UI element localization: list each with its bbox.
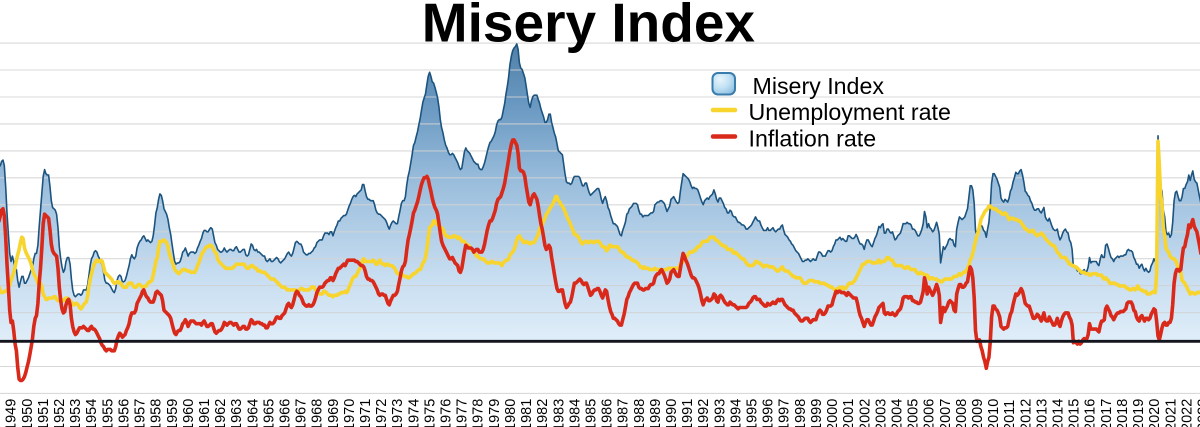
- svg-text:1976: 1976: [439, 399, 455, 427]
- svg-text:Misery Index: Misery Index: [422, 0, 756, 54]
- svg-text:2015: 2015: [1067, 399, 1083, 427]
- svg-text:Unemployment rate: Unemployment rate: [749, 99, 951, 125]
- svg-text:1965: 1965: [261, 399, 277, 427]
- svg-text:1974: 1974: [406, 399, 422, 427]
- svg-text:1999: 1999: [809, 399, 825, 427]
- svg-text:Misery Index: Misery Index: [753, 73, 885, 99]
- svg-text:1980: 1980: [503, 399, 519, 427]
- svg-text:2016: 2016: [1083, 399, 1099, 427]
- svg-text:1961: 1961: [197, 399, 213, 427]
- svg-text:1981: 1981: [519, 399, 535, 427]
- svg-text:1949: 1949: [4, 399, 20, 427]
- svg-text:1967: 1967: [294, 399, 310, 427]
- svg-text:2017: 2017: [1099, 399, 1115, 427]
- svg-text:1971: 1971: [358, 399, 374, 427]
- svg-text:1992: 1992: [696, 399, 712, 427]
- svg-text:1962: 1962: [213, 399, 229, 427]
- svg-text:1997: 1997: [777, 399, 793, 427]
- svg-text:1963: 1963: [229, 399, 245, 427]
- svg-text:1950: 1950: [20, 399, 36, 427]
- svg-text:1995: 1995: [745, 399, 761, 427]
- svg-text:2007: 2007: [938, 399, 954, 427]
- svg-text:1951: 1951: [36, 399, 52, 427]
- svg-text:1975: 1975: [422, 399, 438, 427]
- svg-text:1955: 1955: [100, 399, 116, 427]
- svg-text:1954: 1954: [84, 399, 100, 427]
- svg-text:2011: 2011: [1002, 400, 1018, 427]
- svg-text:1991: 1991: [680, 399, 696, 427]
- svg-text:2021: 2021: [1163, 399, 1179, 427]
- svg-text:1994: 1994: [728, 399, 744, 427]
- svg-text:1978: 1978: [471, 399, 487, 427]
- svg-text:1977: 1977: [455, 399, 471, 427]
- svg-text:2012: 2012: [1018, 399, 1034, 427]
- svg-text:2022: 2022: [1179, 399, 1195, 427]
- svg-text:1990: 1990: [664, 399, 680, 427]
- svg-text:2000: 2000: [825, 399, 841, 427]
- svg-text:2006: 2006: [922, 399, 938, 427]
- svg-text:1972: 1972: [374, 399, 390, 427]
- svg-text:1952: 1952: [52, 399, 68, 427]
- svg-text:1979: 1979: [487, 399, 503, 427]
- svg-text:1964: 1964: [245, 399, 261, 427]
- svg-text:2001: 2001: [841, 399, 857, 427]
- svg-text:2008: 2008: [954, 399, 970, 427]
- svg-text:1993: 1993: [712, 399, 728, 427]
- svg-text:2019: 2019: [1131, 399, 1147, 427]
- svg-text:1953: 1953: [68, 399, 84, 427]
- svg-text:2020: 2020: [1147, 399, 1163, 427]
- svg-text:2004: 2004: [890, 399, 906, 427]
- svg-text:1973: 1973: [390, 399, 406, 427]
- svg-text:1970: 1970: [342, 399, 358, 427]
- svg-text:2013: 2013: [1034, 399, 1050, 427]
- svg-text:2002: 2002: [857, 399, 873, 427]
- svg-text:1988: 1988: [632, 399, 648, 427]
- svg-text:1966: 1966: [278, 399, 294, 427]
- svg-text:1958: 1958: [149, 399, 165, 427]
- svg-text:1968: 1968: [310, 399, 326, 427]
- svg-text:1983: 1983: [551, 399, 567, 427]
- svg-text:1956: 1956: [116, 399, 132, 427]
- svg-text:1957: 1957: [133, 399, 149, 427]
- svg-text:1985: 1985: [584, 399, 600, 427]
- svg-text:1996: 1996: [761, 399, 777, 427]
- svg-text:1959: 1959: [165, 399, 181, 427]
- svg-text:2023: 2023: [1196, 399, 1200, 427]
- svg-text:2010: 2010: [986, 399, 1002, 427]
- svg-text:2014: 2014: [1051, 399, 1067, 427]
- svg-text:1998: 1998: [793, 399, 809, 427]
- svg-text:1960: 1960: [181, 399, 197, 427]
- svg-text:1986: 1986: [600, 399, 616, 427]
- svg-text:1989: 1989: [648, 399, 664, 427]
- svg-text:1969: 1969: [326, 399, 342, 427]
- svg-text:1982: 1982: [535, 399, 551, 427]
- svg-text:2018: 2018: [1115, 399, 1131, 427]
- svg-text:1984: 1984: [567, 399, 583, 427]
- svg-text:1987: 1987: [616, 399, 632, 427]
- svg-text:Inflation rate: Inflation rate: [749, 125, 877, 151]
- svg-text:2003: 2003: [873, 399, 889, 427]
- svg-text:2005: 2005: [906, 399, 922, 427]
- svg-text:2009: 2009: [970, 399, 986, 427]
